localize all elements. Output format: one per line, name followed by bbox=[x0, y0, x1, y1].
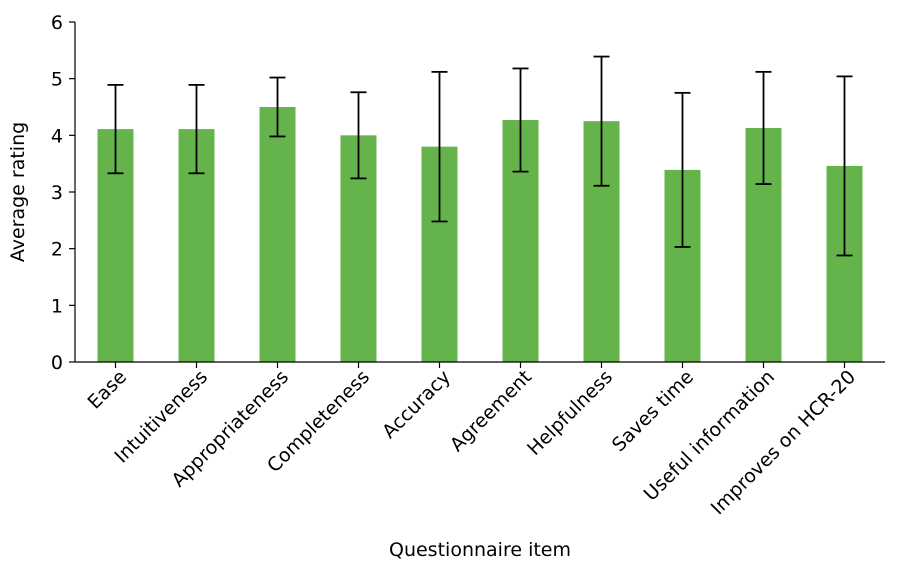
error-bar bbox=[755, 70, 772, 185]
y-tick-label: 6 bbox=[51, 12, 63, 34]
y-tick-label: 2 bbox=[51, 239, 63, 261]
error-bar bbox=[431, 70, 448, 223]
y-tick-label: 0 bbox=[51, 352, 63, 374]
x-ticks-layer: EaseIntuitivenessAppropriatenessComplete… bbox=[83, 362, 860, 519]
y-tick-label: 4 bbox=[51, 125, 63, 147]
error-bar bbox=[836, 75, 853, 257]
x-tick-label: Accuracy bbox=[378, 366, 455, 443]
error-bar bbox=[512, 67, 529, 173]
error-bar bbox=[269, 76, 286, 138]
error-bar bbox=[674, 91, 691, 248]
x-tick-label: Saves time bbox=[608, 366, 698, 456]
bars-layer bbox=[97, 107, 863, 363]
y-axis-title: Average rating bbox=[7, 122, 29, 262]
bar bbox=[259, 107, 296, 362]
error-bar bbox=[107, 84, 124, 175]
x-axis-title: Questionnaire item bbox=[389, 539, 571, 561]
y-ticks-layer: 0 1 2 3 4 5 6 bbox=[51, 12, 75, 374]
y-tick-label: 3 bbox=[51, 182, 63, 204]
x-tick-label: Agreement bbox=[446, 366, 536, 456]
error-bar bbox=[593, 55, 610, 187]
x-tick-label: Improves on HCR-20 bbox=[707, 366, 860, 519]
error-bar bbox=[350, 91, 367, 180]
y-tick-label: 5 bbox=[51, 69, 63, 91]
error-bars-layer bbox=[107, 55, 853, 257]
x-tick-label: Helpfulness bbox=[523, 366, 617, 460]
y-tick-label: 1 bbox=[51, 295, 63, 317]
x-tick-label: Ease bbox=[83, 366, 131, 414]
error-bar bbox=[188, 84, 205, 175]
